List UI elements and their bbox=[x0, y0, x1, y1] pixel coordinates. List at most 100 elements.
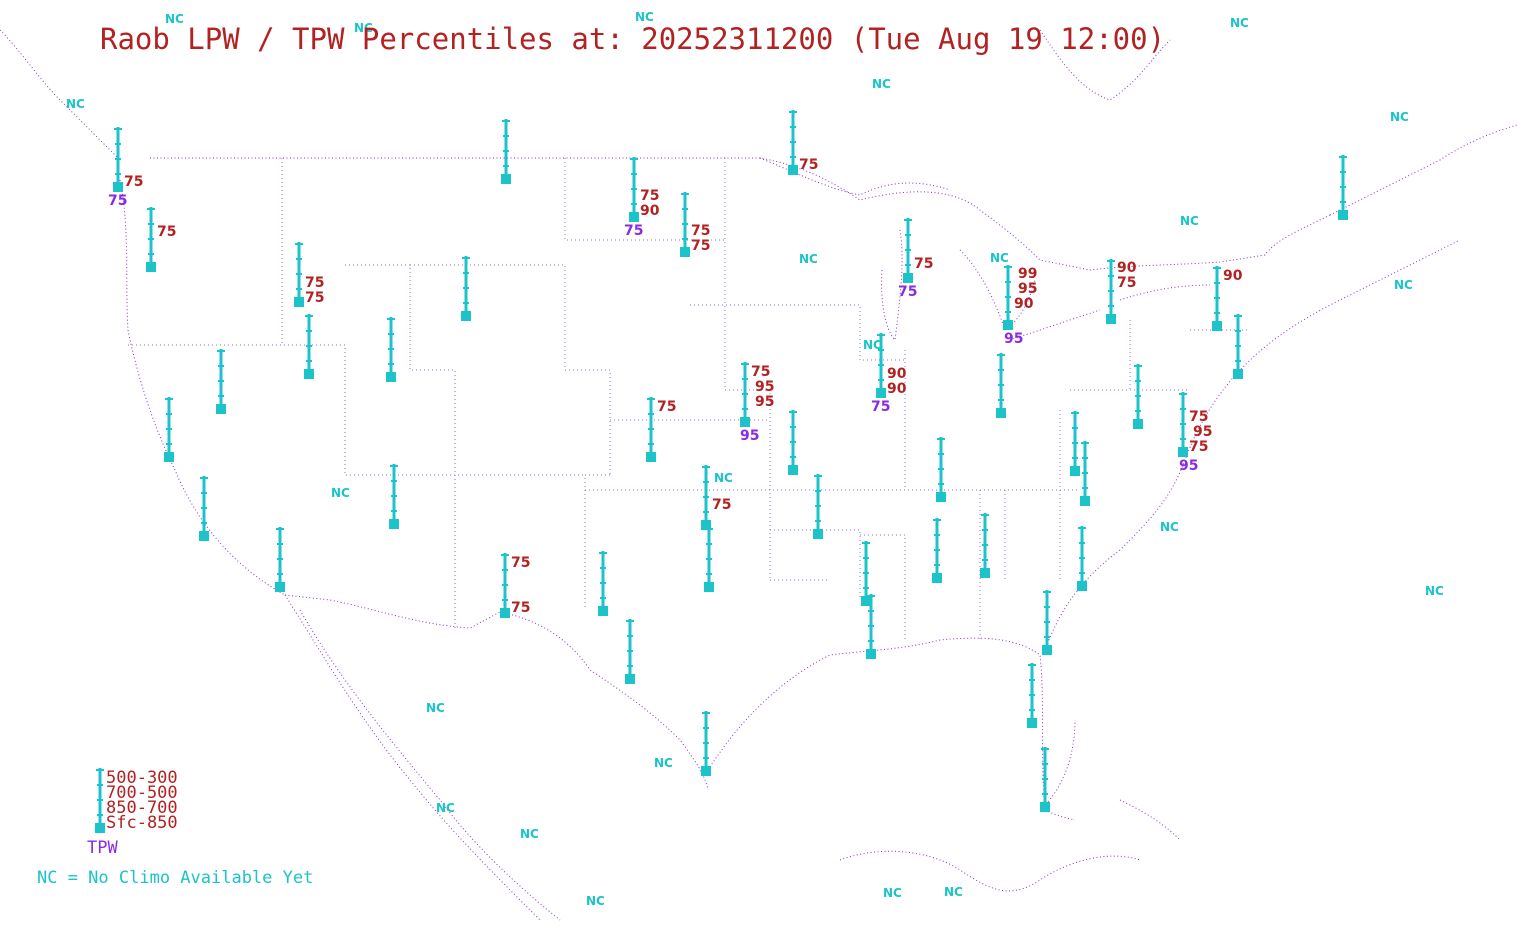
station-tpw-box bbox=[1040, 802, 1050, 812]
layer-percentile-label: 75 bbox=[511, 555, 530, 571]
nc-label: NC bbox=[586, 894, 605, 908]
station-tpw-box bbox=[1212, 321, 1222, 331]
station-tpw-box bbox=[1133, 419, 1143, 429]
station-tpw-box bbox=[1338, 210, 1348, 220]
station-tpw-box bbox=[980, 568, 990, 578]
station-tpw-box bbox=[1233, 369, 1243, 379]
station-tpw-box bbox=[1003, 320, 1013, 330]
station-tpw-box bbox=[164, 452, 174, 462]
tpw-percentile-label: 95 bbox=[740, 428, 759, 444]
station-tpw-box bbox=[876, 388, 886, 398]
station-tpw-box bbox=[936, 492, 946, 502]
station-tpw-box bbox=[461, 311, 471, 321]
nc-label: NC bbox=[654, 756, 673, 770]
layer-percentile-label: 75 bbox=[305, 275, 324, 291]
station-tpw-box bbox=[500, 608, 510, 618]
tpw-percentile-label: 75 bbox=[108, 193, 127, 209]
layer-percentile-label: 75 bbox=[751, 364, 770, 380]
station-tpw-box bbox=[113, 182, 123, 192]
station-tpw-box bbox=[788, 165, 798, 175]
nc-label: NC bbox=[990, 251, 1009, 265]
nc-label: NC bbox=[520, 827, 539, 841]
nc-label: NC bbox=[1160, 520, 1179, 534]
station-tpw-box bbox=[903, 273, 913, 283]
layer-percentile-label: 75 bbox=[657, 399, 676, 415]
station-tpw-box bbox=[1106, 314, 1116, 324]
station-tpw-box bbox=[740, 417, 750, 427]
nc-label: NC bbox=[799, 252, 818, 266]
station-tpw-box bbox=[629, 212, 639, 222]
layer-percentile-label: 75 bbox=[1189, 439, 1208, 455]
layer-percentile-label: 75 bbox=[1117, 275, 1136, 291]
station-tpw-box bbox=[996, 408, 1006, 418]
layer-percentile-label: 95 bbox=[1193, 424, 1212, 440]
station-tpw-box bbox=[788, 465, 798, 475]
station-tpw-box bbox=[1080, 496, 1090, 506]
layer-percentile-label: 90 bbox=[1223, 268, 1243, 284]
nc-label: NC bbox=[714, 471, 733, 485]
nc-label: NC bbox=[863, 338, 882, 352]
station-tpw-box bbox=[704, 582, 714, 592]
layer-percentile-label: 75 bbox=[305, 290, 324, 306]
layer-percentile-label: 90 bbox=[887, 366, 907, 382]
legend-nc-note: NC = No Climo Available Yet bbox=[37, 868, 313, 888]
layer-percentile-label: 75 bbox=[1189, 409, 1208, 425]
nc-label: NC bbox=[331, 486, 350, 500]
layer-percentile-label: 90 bbox=[887, 381, 907, 397]
nc-label: NC bbox=[1180, 214, 1199, 228]
map-title: Raob LPW / TPW Percentiles at: 202523112… bbox=[100, 22, 1165, 56]
layer-percentile-label: 75 bbox=[691, 223, 710, 239]
station-tpw-box bbox=[680, 247, 690, 257]
station-tpw-box bbox=[389, 519, 399, 529]
station-tpw-box bbox=[501, 174, 511, 184]
nc-label: NC bbox=[1390, 110, 1409, 124]
station-tpw-box bbox=[598, 606, 608, 616]
nc-label: NC bbox=[872, 77, 891, 91]
station-tpw-box bbox=[625, 674, 635, 684]
nc-label: NC bbox=[883, 886, 902, 900]
layer-percentile-label: 75 bbox=[511, 600, 530, 616]
station-tpw-box bbox=[1070, 466, 1080, 476]
layer-percentile-label: 75 bbox=[691, 238, 710, 254]
nc-label: NC bbox=[1425, 584, 1444, 598]
tpw-percentile-label: 95 bbox=[1004, 331, 1023, 347]
layer-percentile-label: 75 bbox=[799, 157, 818, 173]
layer-percentile-label: 90 bbox=[1014, 296, 1034, 312]
layer-percentile-label: 75 bbox=[712, 497, 731, 513]
station-tpw-box bbox=[813, 529, 823, 539]
station-tpw-box bbox=[701, 766, 711, 776]
station-tpw-box bbox=[386, 372, 396, 382]
layer-percentile-label: 95 bbox=[1018, 281, 1037, 297]
station-tpw-box bbox=[146, 262, 156, 272]
layer-percentile-label: 75 bbox=[157, 224, 176, 240]
nc-label: NC bbox=[426, 701, 445, 715]
layer-percentile-label: 75 bbox=[640, 188, 659, 204]
layer-percentile-label: 90 bbox=[1117, 260, 1137, 276]
nc-label: NC bbox=[1230, 16, 1249, 30]
nc-label: NC bbox=[944, 885, 963, 899]
station-tpw-box bbox=[304, 369, 314, 379]
station-tpw-box bbox=[294, 297, 304, 307]
station-tpw-box bbox=[646, 452, 656, 462]
station-tpw-box bbox=[1027, 718, 1037, 728]
tpw-percentile-label: 75 bbox=[898, 284, 917, 300]
layer-percentile-label: 95 bbox=[755, 394, 774, 410]
station-tpw-box bbox=[866, 649, 876, 659]
layer-percentile-label: 90 bbox=[640, 203, 660, 219]
legend-layer-sfc-850: Sfc-850 bbox=[106, 813, 178, 833]
nc-label: NC bbox=[1394, 278, 1413, 292]
station-tpw-box bbox=[1178, 447, 1188, 457]
station-tpw-box bbox=[1042, 645, 1052, 655]
station-tpw-box bbox=[216, 404, 226, 414]
layer-percentile-label: 99 bbox=[1018, 266, 1037, 282]
layer-percentile-label: 75 bbox=[124, 174, 143, 190]
tpw-percentile-label: 75 bbox=[624, 223, 643, 239]
layer-percentile-label: 95 bbox=[755, 379, 774, 395]
station-tpw-box bbox=[1077, 581, 1087, 591]
nc-label: NC bbox=[436, 801, 455, 815]
tpw-percentile-label: 95 bbox=[1179, 458, 1198, 474]
station-tpw-box bbox=[199, 531, 209, 541]
station-tpw-box bbox=[932, 573, 942, 583]
